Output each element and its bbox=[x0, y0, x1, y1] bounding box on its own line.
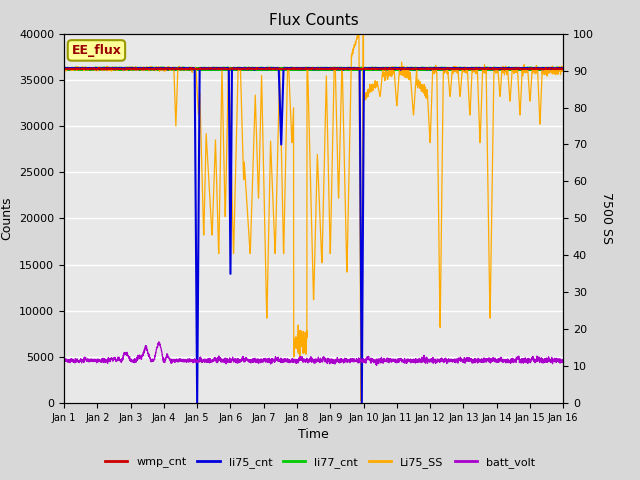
Text: EE_flux: EE_flux bbox=[72, 44, 122, 57]
Li75_SS bbox=[273, 175, 281, 181]
li77_cnt bbox=[496, 66, 504, 72]
li77_cnt bbox=[356, 66, 364, 72]
Li75_SS bbox=[147, 65, 154, 71]
batt_volt bbox=[372, 362, 380, 368]
li77_cnt bbox=[550, 66, 557, 72]
li77_cnt bbox=[147, 66, 154, 72]
batt_volt bbox=[550, 357, 557, 363]
Li75_SS bbox=[357, 398, 365, 404]
Line: li75_cnt: li75_cnt bbox=[64, 68, 563, 403]
Line: li77_cnt: li77_cnt bbox=[64, 68, 563, 69]
li75_cnt bbox=[559, 66, 567, 72]
Li75_SS bbox=[117, 64, 125, 70]
li75_cnt bbox=[147, 66, 154, 72]
Li75_SS bbox=[559, 68, 567, 73]
X-axis label: Time: Time bbox=[298, 429, 329, 442]
Li75_SS bbox=[496, 94, 504, 99]
li77_cnt bbox=[117, 66, 125, 72]
li75_cnt bbox=[60, 66, 68, 72]
li75_cnt bbox=[193, 400, 201, 406]
batt_volt bbox=[60, 360, 68, 365]
Li75_SS bbox=[60, 65, 68, 71]
wmp_cnt bbox=[550, 66, 557, 72]
li75_cnt bbox=[496, 65, 504, 71]
wmp_cnt bbox=[117, 66, 125, 72]
Li75_SS bbox=[550, 67, 557, 72]
Li75_SS bbox=[252, 97, 259, 103]
li77_cnt bbox=[179, 65, 187, 71]
li75_cnt bbox=[117, 66, 125, 72]
wmp_cnt bbox=[542, 65, 550, 71]
Line: Li75_SS: Li75_SS bbox=[64, 34, 563, 401]
wmp_cnt bbox=[252, 66, 259, 72]
wmp_cnt bbox=[559, 66, 567, 72]
batt_volt bbox=[147, 358, 154, 363]
batt_volt bbox=[252, 359, 259, 365]
Legend: wmp_cnt, li75_cnt, li77_cnt, Li75_SS, batt_volt: wmp_cnt, li75_cnt, li77_cnt, Li75_SS, ba… bbox=[100, 452, 540, 472]
li75_cnt bbox=[273, 65, 281, 71]
li77_cnt bbox=[559, 66, 567, 72]
li77_cnt bbox=[60, 66, 68, 72]
li75_cnt bbox=[209, 65, 216, 71]
batt_volt bbox=[559, 358, 567, 364]
wmp_cnt bbox=[273, 66, 281, 72]
batt_volt bbox=[496, 357, 504, 362]
batt_volt bbox=[117, 359, 125, 364]
wmp_cnt bbox=[147, 66, 155, 72]
wmp_cnt bbox=[104, 67, 111, 72]
Title: Flux Counts: Flux Counts bbox=[269, 13, 358, 28]
batt_volt bbox=[155, 339, 163, 345]
Line: wmp_cnt: wmp_cnt bbox=[64, 68, 563, 70]
li75_cnt bbox=[550, 66, 557, 72]
Y-axis label: Counts: Counts bbox=[1, 197, 13, 240]
Li75_SS bbox=[355, 31, 362, 36]
Line: batt_volt: batt_volt bbox=[64, 342, 563, 365]
li77_cnt bbox=[273, 66, 281, 72]
wmp_cnt bbox=[496, 66, 504, 72]
batt_volt bbox=[273, 357, 281, 363]
wmp_cnt bbox=[60, 66, 68, 72]
Y-axis label: 7500 SS: 7500 SS bbox=[600, 192, 613, 244]
li75_cnt bbox=[252, 66, 260, 72]
li77_cnt bbox=[252, 66, 259, 72]
